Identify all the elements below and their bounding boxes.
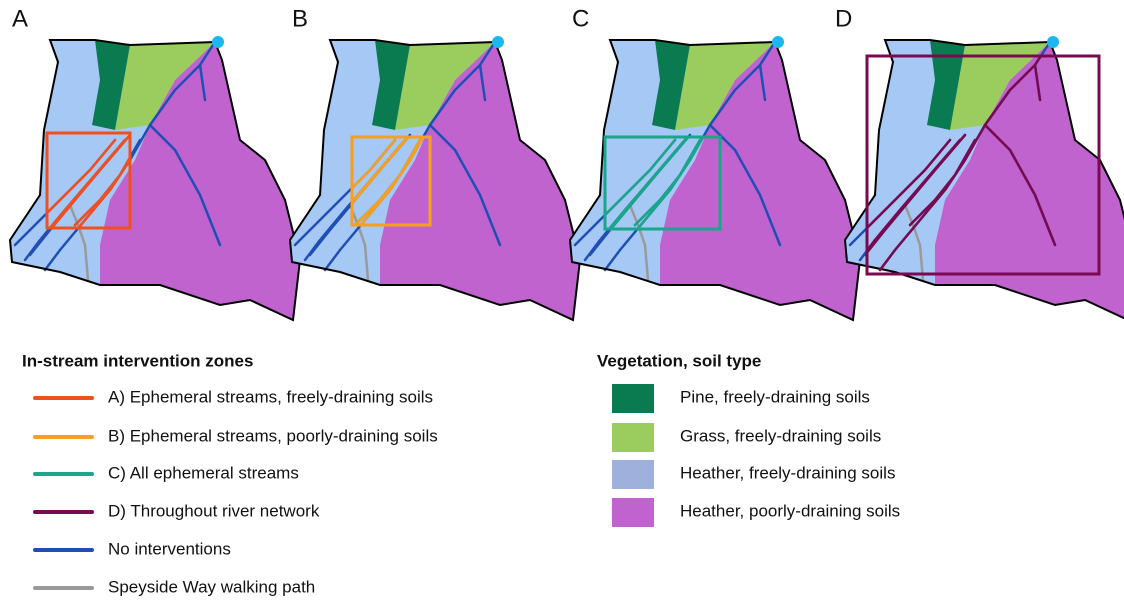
legend-vegetation: Vegetation, soil type Pine, freely-drain… — [597, 351, 900, 527]
legend-item: C) All ephemeral streams — [108, 463, 299, 482]
legend-item: Pine, freely-draining soils — [680, 387, 870, 406]
legend-item: Grass, freely-draining soils — [680, 426, 881, 445]
panel-label: D — [835, 5, 852, 32]
legend-item: No interventions — [108, 539, 231, 558]
legend-item: Heather, freely-draining soils — [680, 463, 895, 482]
map-d: D — [835, 5, 1124, 320]
legend-item: Heather, poorly-draining soils — [680, 501, 900, 520]
legend-zones: In-stream intervention zones A) Ephemera… — [22, 351, 438, 596]
legend-item: A) Ephemeral streams, freely-draining so… — [108, 387, 433, 406]
map-c: C — [570, 5, 860, 320]
panel-label: A — [12, 5, 28, 32]
panel-label: C — [572, 5, 589, 32]
legend-item: Speyside Way walking path — [108, 577, 315, 596]
map-b: B — [290, 5, 580, 320]
legend-item: B) Ephemeral streams, poorly-draining so… — [108, 426, 438, 445]
legend-title: Vegetation, soil type — [597, 351, 761, 370]
map-a: A — [10, 5, 300, 320]
legend-title: In-stream intervention zones — [22, 351, 253, 370]
legend-item: D) Throughout river network — [108, 501, 320, 520]
panel-label: B — [292, 5, 308, 32]
